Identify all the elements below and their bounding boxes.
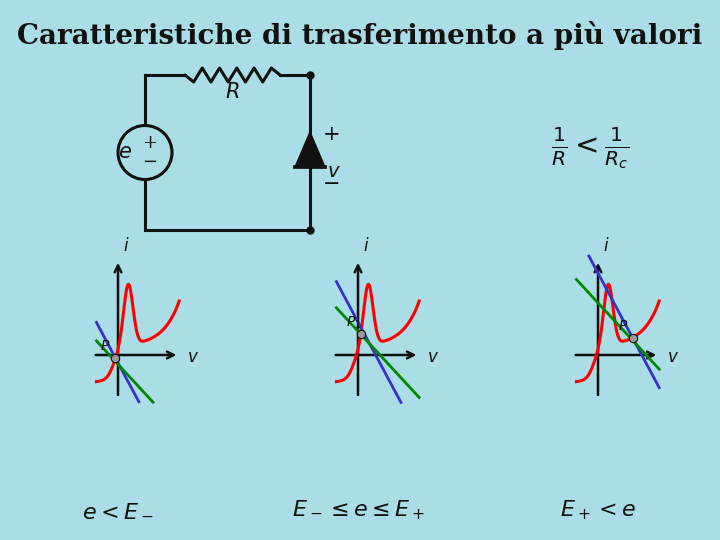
Text: $i$: $i$ [363,237,369,255]
Text: $E_+ < e$: $E_+ < e$ [560,498,636,522]
Text: $v$: $v$ [427,349,439,367]
Text: −: − [323,174,341,193]
Text: $P_1$: $P_1$ [346,314,361,330]
Text: $i$: $i$ [123,237,130,255]
Text: $e$: $e$ [118,143,132,162]
Text: −: − [143,152,158,171]
Text: $i$: $i$ [603,237,610,255]
Text: $\frac{1}{R} < \frac{1}{R_c}$: $\frac{1}{R} < \frac{1}{R_c}$ [551,125,629,171]
Polygon shape [295,132,325,167]
Text: $R$: $R$ [225,82,239,102]
Text: $v$: $v$ [327,163,341,181]
Text: $P$: $P$ [618,319,628,333]
Text: $v$: $v$ [667,349,679,367]
Text: $P$: $P$ [101,339,111,353]
Text: $e < E_-$: $e < E_-$ [82,499,153,521]
Text: $E_- \leq e \leq E_+$: $E_- \leq e \leq E_+$ [292,498,424,522]
Text: Caratteristiche di trasferimento a più valori: Caratteristiche di trasferimento a più v… [17,21,703,50]
Text: +: + [143,134,158,152]
Text: +: + [323,125,341,144]
Text: $v$: $v$ [187,349,199,367]
